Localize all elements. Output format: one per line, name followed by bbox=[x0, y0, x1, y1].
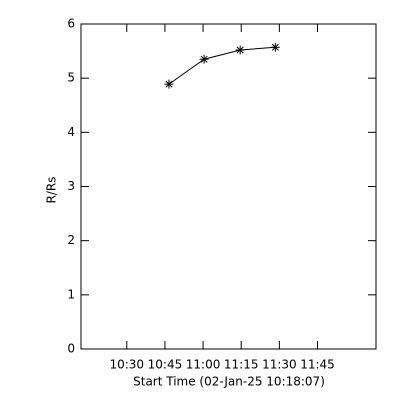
y-tick-label: 0 bbox=[67, 342, 75, 356]
asterisk-marker bbox=[164, 79, 174, 89]
asterisk-marker bbox=[235, 45, 245, 55]
y-tick-label: 5 bbox=[67, 71, 75, 85]
x-tick-label: 10:30 bbox=[109, 358, 144, 372]
y-tick-label: 6 bbox=[67, 17, 75, 31]
asterisk-marker bbox=[270, 42, 280, 52]
x-tick-label: 10:45 bbox=[148, 358, 183, 372]
x-tick-label: 11:45 bbox=[300, 358, 335, 372]
x-tick-label: 11:15 bbox=[224, 358, 259, 372]
marker-stroke bbox=[165, 80, 173, 88]
marker-stroke bbox=[271, 43, 279, 51]
y-tick-label: 4 bbox=[67, 125, 75, 139]
x-axis-label: Start Time (02-Jan-25 10:18:07) bbox=[133, 375, 325, 389]
marker-stroke bbox=[236, 46, 244, 54]
y-tick-label: 3 bbox=[67, 179, 75, 193]
asterisk-marker bbox=[199, 54, 209, 64]
fit-line bbox=[168, 46, 276, 85]
x-tick-label: 11:30 bbox=[262, 358, 297, 372]
y-axis-label: R/Rs bbox=[45, 177, 59, 204]
marker-stroke bbox=[200, 55, 208, 63]
plot-frame bbox=[80, 23, 377, 350]
x-tick-label: 11:00 bbox=[186, 358, 221, 372]
y-tick-label: 1 bbox=[67, 287, 75, 301]
y-tick-label: 2 bbox=[67, 233, 75, 247]
